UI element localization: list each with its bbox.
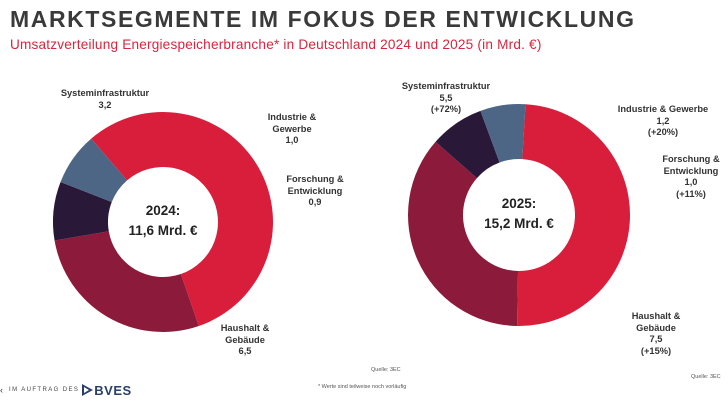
slice-label-line: 5,5 — [439, 92, 453, 103]
slice-label-line: Haushalt & — [631, 311, 681, 321]
donut-2024-slice-haushalt — [91, 111, 274, 327]
donut-center-line: 15,2 Mrd. € — [484, 216, 554, 231]
donut-2025-label-haushalt: Haushalt & Gebäude 7,5 (+15%) — [621, 311, 691, 357]
bves-logo-icon — [82, 384, 94, 396]
slice-label-line: Gebäude — [225, 334, 265, 345]
slice-label-line: Entwicklung — [663, 165, 719, 176]
donut-center-line: 11,6 Mrd. € — [128, 223, 198, 238]
page-subtitle: Umsatzverteilung Energiespeicherbranche*… — [10, 37, 542, 52]
donut-2024-label-forschung: Forschung & Entwicklung 0,9 — [279, 174, 351, 209]
footnote: * Werte sind teilweise noch vorläufig — [318, 384, 407, 390]
donut-2024-slice-systeminfrastruktur — [54, 231, 199, 332]
donut-2025-label-forschung: Forschung & Entwicklung 1,0 (+11%) — [656, 154, 726, 200]
slice-label-line: Industrie & — [267, 112, 317, 122]
donut-2025-slice-systeminfrastruktur — [407, 141, 519, 326]
caret-icon: ‹ — [0, 385, 3, 395]
slice-label-line: (+72%) — [430, 104, 462, 114]
donut-2025-label-industrie: Industrie & Gewerbe 1,2 (+20%) — [604, 104, 722, 139]
slice-label-line: Haushalt & — [220, 323, 270, 333]
slice-label-line: Entwicklung — [287, 185, 343, 196]
source-2024: Quelle: 3EC — [371, 367, 401, 373]
slice-label-line: Industrie & Gewerbe — [617, 104, 709, 114]
slice-label-line: (+15%) — [640, 345, 672, 356]
donut-2024-label-industrie: Industrie & Gewerbe 1,0 — [261, 112, 323, 147]
slice-label-line: Forschung & — [662, 154, 720, 164]
donut-2025-label-systeminfrastruktur: Systeminfrastruktur 5,5 (+72%) — [396, 81, 496, 116]
donut-2025-slice-forschung — [480, 104, 526, 163]
page-title: MARKTSEGMENTE IM FOKUS DER ENTWICKLUNG — [10, 6, 636, 32]
slice-label-line: 1,0 — [684, 177, 698, 187]
slice-label-line: 3,2 — [98, 99, 112, 110]
slice-label-line: Forschung & — [286, 174, 344, 184]
donut-2024-center: 2024: 11,6 Mrd. € — [113, 201, 213, 241]
slice-label-line: Systeminfrastruktur — [60, 88, 150, 98]
slice-label-line: 0,9 — [308, 197, 322, 207]
footer-auftrag-text: IM AUFTRAG DES — [9, 387, 80, 393]
slice-label-line: Gewerbe — [272, 123, 312, 134]
slice-label-line: 6,5 — [238, 346, 252, 356]
donut-2025-center: 2025: 15,2 Mrd. € — [469, 194, 569, 234]
source-2025: Quelle: 3EC — [691, 374, 721, 380]
footer: ‹ IM AUFTRAG DES BVES — [0, 382, 132, 398]
donut-2025-slice-haushalt — [517, 104, 631, 326]
donut-center-line: 2025: — [501, 196, 537, 211]
donut-2025-slice-industrie — [435, 110, 500, 179]
slice-label-line: Systeminfrastruktur — [401, 81, 491, 91]
slice-label-line: 1,2 — [656, 115, 670, 126]
slice-label-line: Gebäude — [636, 322, 676, 333]
donut-2024-label-haushalt: Haushalt & Gebäude 6,5 — [214, 323, 276, 358]
donut-2024-label-systeminfrastruktur: Systeminfrastruktur 3,2 — [55, 88, 155, 111]
slice-label-line: 1,0 — [285, 135, 299, 145]
donut-2024-slice-industrie — [53, 181, 112, 241]
slice-label-line: (+20%) — [647, 127, 679, 137]
slice-label-line: 7,5 — [649, 334, 663, 344]
donut-center-line: 2024: — [145, 203, 181, 218]
slice-label-line: (+11%) — [676, 188, 706, 199]
bves-logo-text: BVES — [94, 382, 132, 398]
donut-2024-slice-forschung — [60, 138, 128, 202]
